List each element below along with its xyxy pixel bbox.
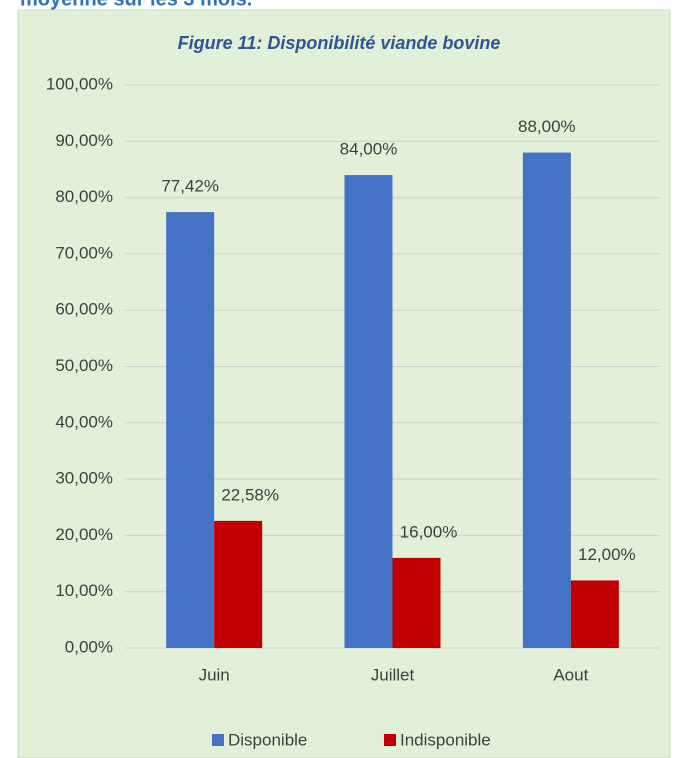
y-tick-label: 50,00% (55, 356, 113, 375)
y-tick-label: 80,00% (55, 187, 113, 206)
y-tick-label: 60,00% (55, 300, 113, 319)
data-label: 77,42% (161, 177, 219, 196)
x-tick-label: Aout (553, 665, 588, 684)
y-tick-label: 0,00% (65, 637, 113, 656)
bar (522, 152, 571, 648)
bar (344, 175, 393, 648)
y-tick-label: 70,00% (55, 243, 113, 262)
bar (214, 520, 263, 648)
data-label: 16,00% (400, 522, 458, 541)
legend-label: Indisponible (400, 730, 491, 749)
heading: moyenne sur les 3 mois. (20, 0, 252, 10)
y-tick-label: 20,00% (55, 525, 113, 544)
legend-label: Disponible (228, 730, 307, 749)
data-label: 12,00% (578, 545, 636, 564)
legend-swatch (212, 734, 224, 746)
chart-title: Figure 11: Disponibilité viande bovine (178, 33, 501, 53)
x-tick-label: Juin (199, 665, 230, 684)
y-tick-label: 100,00% (46, 74, 113, 93)
y-tick-label: 90,00% (55, 131, 113, 150)
y-tick-label: 10,00% (55, 581, 113, 600)
x-tick-label: Juillet (371, 665, 415, 684)
data-label: 84,00% (340, 140, 398, 159)
legend-swatch (384, 734, 396, 746)
bar (392, 557, 441, 648)
bar (166, 212, 215, 648)
data-label: 88,00% (518, 117, 576, 136)
y-tick-label: 30,00% (55, 469, 113, 488)
bar (570, 580, 619, 648)
y-tick-label: 40,00% (55, 412, 113, 431)
data-label: 22,58% (221, 485, 279, 504)
